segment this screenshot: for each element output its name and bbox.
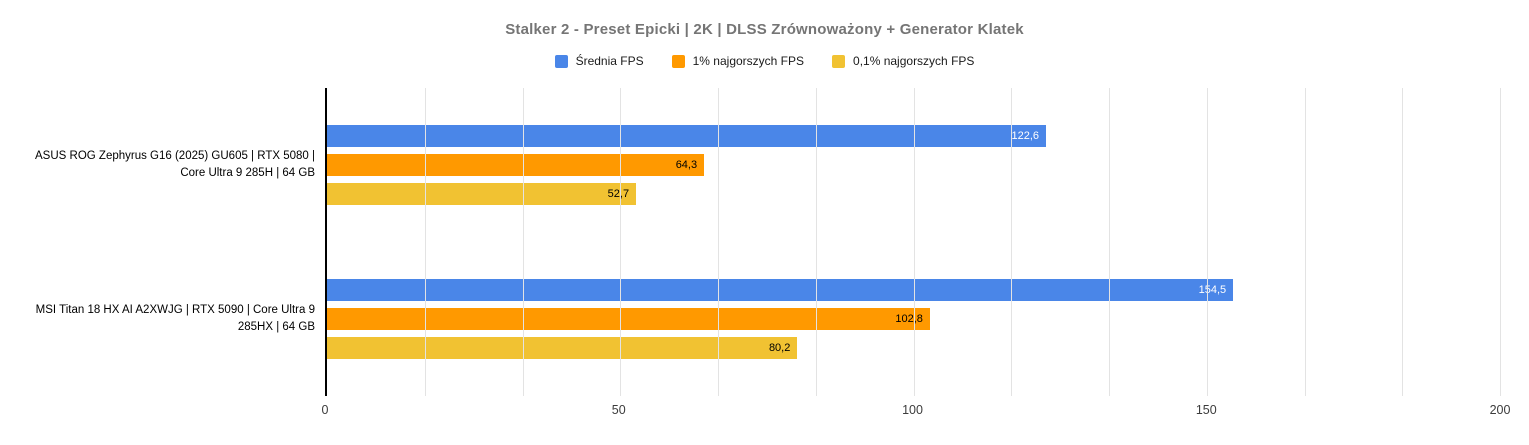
bar: 102,8 [327, 308, 930, 330]
gridline [718, 88, 719, 396]
chart-title: Stalker 2 - Preset Epicki | 2K | DLSS Zr… [505, 21, 1024, 38]
bar: 122,6 [327, 125, 1047, 147]
legend-swatch [671, 54, 685, 68]
category-label: MSI Titan 18 HX AI A2XWJG | RTX 5090 | C… [35, 303, 315, 333]
bar-value-label: 80,2 [768, 342, 791, 354]
bar-value-label: 52,7 [607, 188, 630, 200]
legend-label: 1% najgorszych FPS [692, 54, 805, 68]
chart-legend: Średnia FPS 1% najgorszych FPS 0,1% najgor… [0, 54, 1529, 68]
gridline [620, 88, 622, 396]
bar: 154,5 [327, 279, 1234, 301]
bar: 80,2 [327, 337, 798, 359]
gridline [1402, 88, 1404, 396]
gridline [522, 88, 524, 396]
category-label: ASUS ROG Zephyrus G16 (2025) GU605 | RTX… [35, 149, 315, 179]
bar-row: 80,2 [327, 337, 1500, 359]
plot-area: 122,6 64,3 52,7 154,5 102,8 80,2 [325, 88, 1501, 396]
chart-main: ASUS ROG Zephyrus G16 (2025) GU605 | RTX… [0, 88, 1501, 396]
x-tick-label: 150 [1195, 403, 1217, 417]
bar-value-label: 122,6 [1011, 130, 1040, 142]
bar-group: 122,6 64,3 52,7 [327, 88, 1500, 242]
x-tick-label: 50 [611, 403, 626, 417]
legend-item: 1% najgorszych FPS [671, 54, 805, 68]
x-tick-label: 0 [321, 403, 329, 417]
bar-bands: 122,6 64,3 52,7 154,5 102,8 80,2 [327, 88, 1500, 396]
bar-row: 122,6 [327, 125, 1500, 147]
gridline [815, 88, 817, 396]
legend-label: Średnia FPS [575, 54, 644, 68]
gridline [1206, 88, 1208, 396]
category-axis: ASUS ROG Zephyrus G16 (2025) GU605 | RTX… [0, 88, 325, 396]
gridline [1304, 88, 1306, 396]
gridline [1109, 88, 1110, 396]
legend-label: 0,1% najgorszych FPS [853, 54, 975, 68]
gridline [1011, 88, 1013, 396]
bar: 52,7 [327, 183, 637, 205]
legend-item: Średnia FPS [554, 54, 644, 68]
bar-value-label: 64,3 [675, 159, 698, 171]
bar-row: 154,5 [327, 279, 1500, 301]
gridline [913, 88, 915, 396]
bar-row: 52,7 [327, 183, 1500, 205]
bar-row: 64,3 [327, 154, 1500, 176]
bar-value-label: 102,8 [895, 313, 923, 325]
bar: 64,3 [327, 154, 705, 176]
x-tick-label: 100 [902, 403, 923, 417]
legend-swatch [832, 54, 846, 68]
bar-group: 154,5 102,8 80,2 [327, 242, 1500, 396]
gridline [1500, 88, 1501, 396]
bar-row: 102,8 [327, 308, 1500, 330]
legend-item: 0,1% najgorszych FPS [832, 54, 974, 68]
x-axis-ticks: 0 50 100 150 200 [321, 403, 1511, 421]
bar-value-label: 154,5 [1198, 284, 1227, 296]
x-tick-label: 200 [1489, 403, 1511, 417]
gridline [424, 88, 426, 396]
legend-swatch [554, 54, 568, 68]
